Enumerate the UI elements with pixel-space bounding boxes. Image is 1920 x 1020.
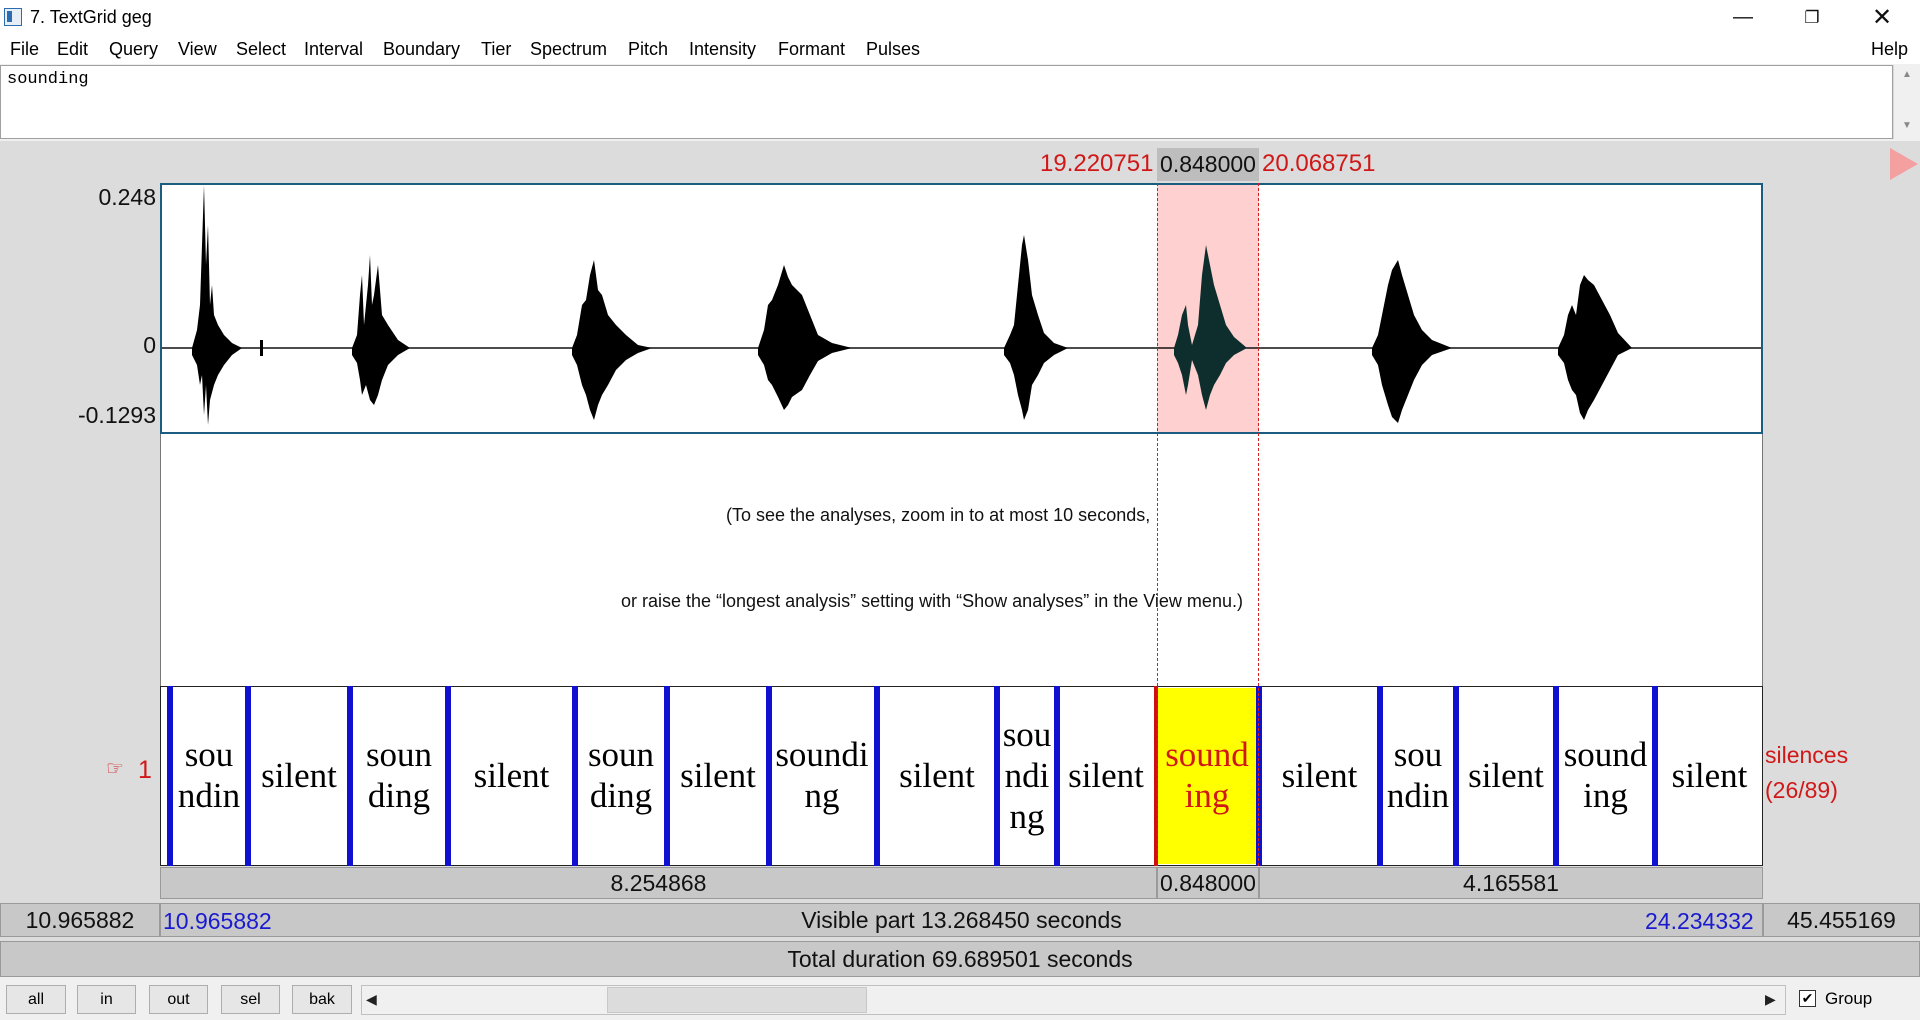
analysis-message-line1: (To see the analyses, zoom in to at most… xyxy=(726,505,1151,525)
duration-selected-bar[interactable]: 0.848000 xyxy=(1157,867,1259,899)
play-arrow-icon[interactable] xyxy=(1890,148,1918,180)
menu-help[interactable]: Help xyxy=(1871,39,1909,59)
tier-number: 1 xyxy=(138,756,152,784)
restore-icon[interactable]: ❐ xyxy=(1804,7,1820,27)
menu-bar xyxy=(0,35,1920,64)
visible-end-time: 24.234332 xyxy=(1645,908,1754,934)
waveform-ymin-label: -0.1293 xyxy=(77,402,156,428)
scroll-up-icon[interactable]: ▲ xyxy=(1902,69,1912,80)
tier-name: silences xyxy=(1765,742,1849,768)
interval-boundary[interactable] xyxy=(874,686,880,866)
menu-view[interactable]: View xyxy=(178,39,217,59)
visible-part-bar[interactable]: Visible part 13.268450 seconds xyxy=(160,903,1763,937)
interval-boundary[interactable] xyxy=(1256,686,1262,866)
waveform-plot xyxy=(162,185,1761,425)
interval-label[interactable]: silent xyxy=(1281,755,1358,795)
app-icon xyxy=(4,8,22,26)
interval-label[interactable]: silent xyxy=(1671,755,1748,795)
hand-pointer-icon: ☞ xyxy=(106,758,124,780)
interval-label[interactable]: silent xyxy=(899,755,975,795)
selection-duration-top[interactable]: 0.848000 xyxy=(1157,148,1259,181)
analysis-message-line2: or raise the “longest analysis” setting … xyxy=(621,591,1243,611)
waveform-ymax-label: 0.248 xyxy=(98,184,156,210)
title-bar xyxy=(0,0,1920,35)
menu-pitch[interactable]: Pitch xyxy=(628,39,669,59)
menu-intensity[interactable]: Intensity xyxy=(689,39,757,59)
scroll-right-icon[interactable]: ▶ xyxy=(1765,991,1776,1007)
waveform-yzero-label: 0 xyxy=(143,332,156,358)
interval-boundary[interactable] xyxy=(1553,686,1559,866)
scroll-left-icon[interactable]: ◀ xyxy=(366,991,377,1007)
zoom-out-button[interactable]: out xyxy=(149,985,208,1014)
group-checkbox[interactable]: ✔ xyxy=(1799,990,1816,1007)
interval-label[interactable]: soun ding xyxy=(365,735,433,815)
interval-boundary[interactable] xyxy=(1652,686,1658,866)
zoom-all-button[interactable]: all xyxy=(6,985,66,1014)
menu-tier[interactable]: Tier xyxy=(481,39,512,59)
interval-label-selected[interactable]: sound ing xyxy=(1165,735,1249,815)
interval-boundary-selected[interactable] xyxy=(1154,686,1158,866)
tier-count: (26/89) xyxy=(1765,777,1838,803)
menu-spectrum[interactable]: Spectrum xyxy=(530,39,608,59)
text-scrollbar[interactable]: ▲ ▼ xyxy=(1893,65,1920,139)
menu-file[interactable]: File xyxy=(10,39,40,59)
interval-text-value: sounding xyxy=(7,70,89,89)
total-duration-bar[interactable]: Total duration 69.689501 seconds xyxy=(0,941,1920,977)
interval-boundary[interactable] xyxy=(445,686,451,866)
interval-boundary[interactable] xyxy=(664,686,670,866)
selected-interval-highlight xyxy=(1158,688,1258,864)
interval-label[interactable]: silent xyxy=(680,755,756,795)
visible-start-time: 10.965882 xyxy=(163,908,272,934)
menu-boundary[interactable]: Boundary xyxy=(383,39,461,59)
interval-boundary[interactable] xyxy=(1377,686,1383,866)
zoom-in-button[interactable]: in xyxy=(77,985,136,1014)
visible-left-total[interactable]: 10.965882 xyxy=(0,903,160,937)
interval-boundary[interactable] xyxy=(1453,686,1459,866)
interval-label[interactable]: sound ing xyxy=(1563,735,1648,815)
interval-boundary[interactable] xyxy=(766,686,772,866)
duration-right-bar[interactable]: 4.165581 xyxy=(1259,867,1763,899)
window-title: 7. TextGrid geg xyxy=(30,7,152,27)
menu-pulses[interactable]: Pulses xyxy=(866,39,921,59)
menu-query[interactable]: Query xyxy=(109,39,159,59)
interval-label[interactable]: silent xyxy=(473,755,550,795)
selection-end-line xyxy=(1258,183,1259,866)
interval-label[interactable]: sou ndi ng xyxy=(1002,714,1052,836)
interval-label[interactable]: sou ndin xyxy=(1386,735,1450,815)
selection-end-time: 20.068751 xyxy=(1262,150,1376,177)
textgrid-tier[interactable] xyxy=(160,686,1763,866)
selection-start-line xyxy=(1157,183,1158,866)
interval-label[interactable]: soun ding xyxy=(587,735,655,815)
interval-label[interactable]: silent xyxy=(1468,755,1544,795)
interval-boundary[interactable] xyxy=(347,686,353,866)
menu-interval[interactable]: Interval xyxy=(304,39,364,59)
interval-boundary[interactable] xyxy=(245,686,251,866)
selection-start-time: 19.220751 xyxy=(1040,150,1154,177)
analysis-panel[interactable] xyxy=(160,434,1763,686)
menu-formant[interactable]: Formant xyxy=(778,39,846,59)
waveform-panel[interactable] xyxy=(160,183,1763,434)
interval-label[interactable]: silent xyxy=(1068,755,1144,795)
interval-label[interactable]: sou ndin xyxy=(177,735,241,815)
interval-boundary[interactable] xyxy=(1054,686,1060,866)
duration-left-bar[interactable]: 8.254868 xyxy=(160,867,1157,899)
interval-boundary[interactable] xyxy=(167,686,173,866)
scrollbar-thumb[interactable] xyxy=(607,987,867,1013)
interval-text-field[interactable] xyxy=(0,65,1893,139)
zoom-back-button[interactable]: bak xyxy=(292,985,352,1014)
horizontal-scrollbar[interactable] xyxy=(361,985,1786,1015)
close-icon[interactable]: ✕ xyxy=(1871,4,1893,31)
interval-label[interactable]: silent xyxy=(261,755,337,795)
interval-label[interactable]: soundi ng xyxy=(775,735,869,815)
minimize-icon[interactable]: — xyxy=(1733,6,1753,28)
group-label: Group xyxy=(1825,989,1873,1008)
interval-boundary[interactable] xyxy=(572,686,578,866)
visible-right-total[interactable]: 45.455169 xyxy=(1763,903,1920,937)
scroll-down-icon[interactable]: ▼ xyxy=(1902,120,1912,131)
zoom-selection-button[interactable]: sel xyxy=(221,985,280,1014)
menu-select[interactable]: Select xyxy=(236,39,287,59)
interval-boundary[interactable] xyxy=(994,686,1000,866)
menu-edit[interactable]: Edit xyxy=(57,39,89,59)
